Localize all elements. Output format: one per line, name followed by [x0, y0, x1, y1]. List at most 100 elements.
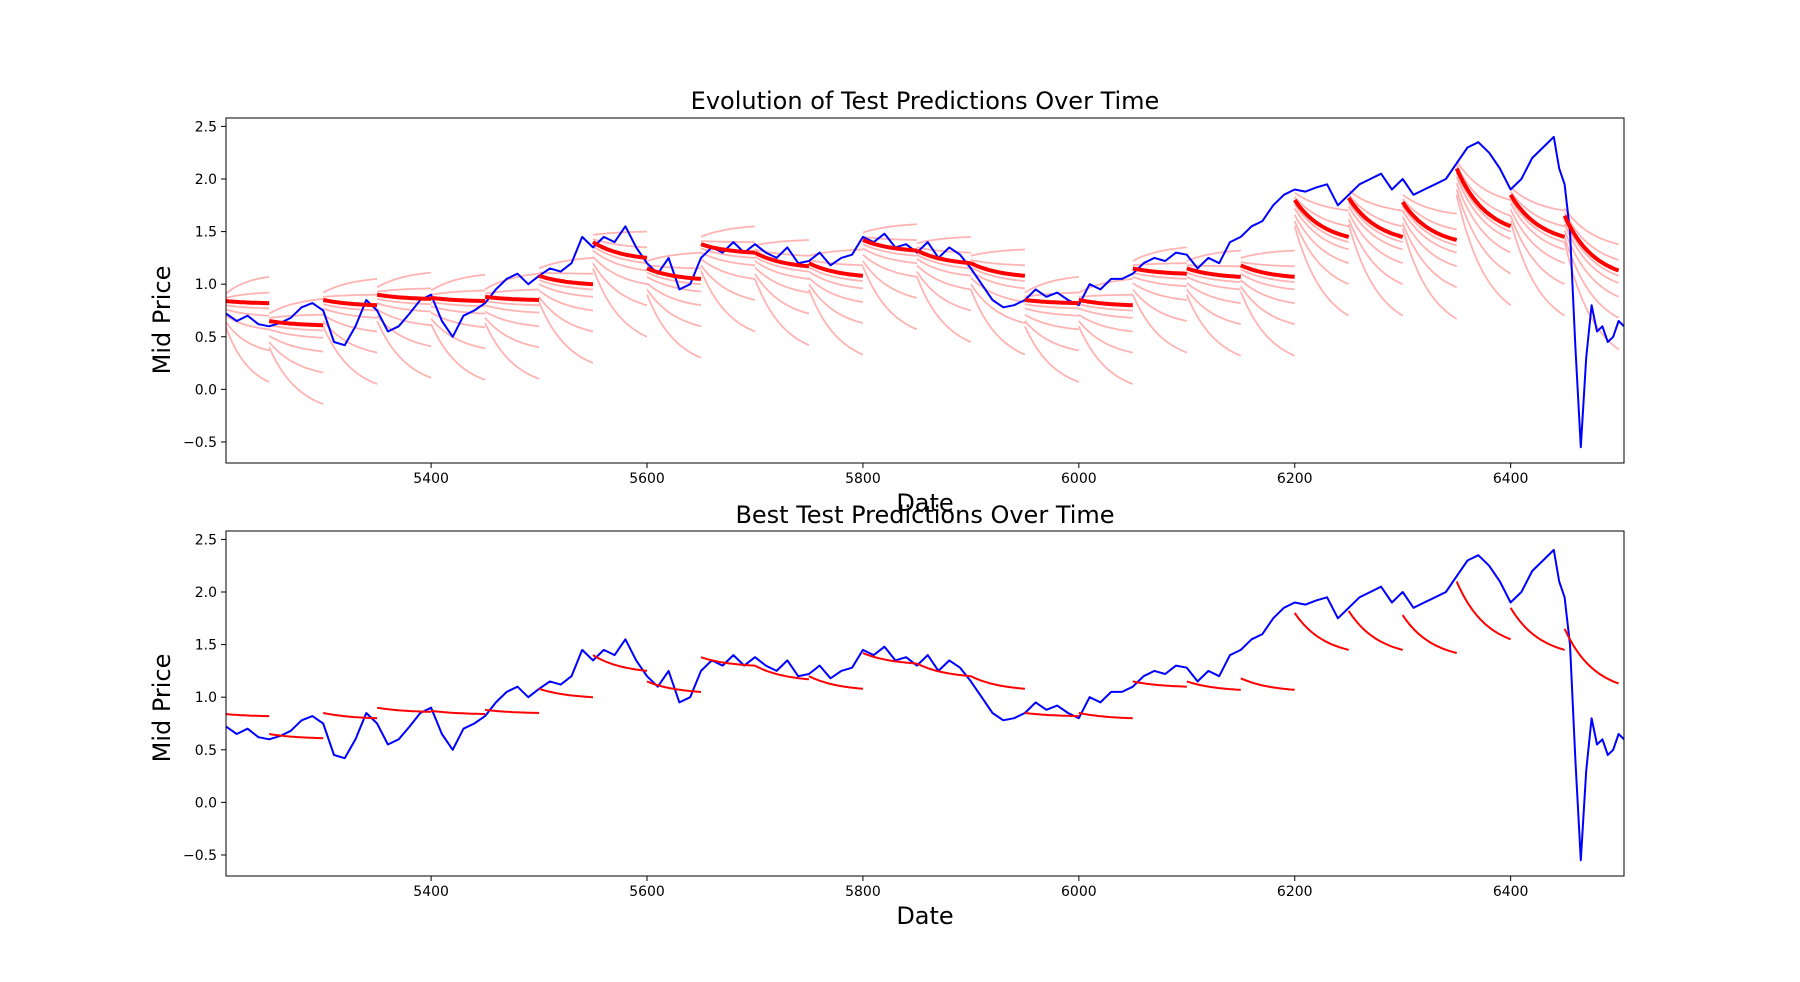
intermediate-prediction-line	[269, 313, 324, 319]
intermediate-prediction-line	[226, 308, 270, 317]
intermediate-prediction-line	[1024, 275, 1079, 294]
final-prediction-line	[916, 248, 972, 266]
intermediate-prediction-line	[808, 270, 864, 290]
intermediate-prediction-line	[646, 271, 702, 286]
final-prediction-line	[484, 294, 540, 302]
final-prediction-line	[700, 242, 756, 255]
final-prediction-line	[226, 299, 270, 306]
best-prediction-line	[700, 656, 756, 667]
intermediate-prediction-line	[376, 271, 432, 289]
intermediate-prediction-line	[538, 279, 594, 291]
intermediate-prediction-line	[484, 322, 540, 380]
intermediate-prediction-line	[1347, 212, 1403, 265]
intermediate-prediction-line	[970, 289, 1026, 356]
intermediate-prediction-line	[1563, 230, 1619, 298]
final-prediction-line	[808, 261, 864, 278]
intermediate-prediction-line	[592, 238, 648, 249]
best-prediction-line	[1509, 607, 1565, 651]
top-x-axis-label: Date	[896, 489, 953, 517]
intermediate-prediction-line	[484, 310, 540, 328]
intermediate-prediction-line	[1240, 272, 1295, 291]
top-y-tick-label: 1.0	[195, 277, 217, 293]
intermediate-prediction-line	[430, 323, 486, 381]
bottom-x-tick-label: 6200	[1277, 884, 1313, 900]
intermediate-prediction-line	[322, 325, 378, 385]
actual-mid-price-line	[226, 548, 1624, 862]
intermediate-prediction-line	[700, 247, 756, 259]
intermediate-prediction-line	[862, 223, 917, 234]
intermediate-prediction-line	[700, 270, 756, 333]
intermediate-prediction-line	[970, 266, 1025, 282]
best-prediction-line	[323, 712, 378, 720]
intermediate-prediction-line	[1239, 291, 1296, 357]
intermediate-prediction-line	[539, 271, 593, 275]
final-prediction-line	[1078, 298, 1133, 308]
intermediate-prediction-line	[646, 294, 702, 359]
final-prediction-line	[322, 298, 378, 308]
intermediate-prediction-line	[268, 341, 324, 374]
intermediate-prediction-line	[1563, 223, 1619, 284]
intermediate-prediction-line	[1132, 288, 1187, 322]
intermediate-prediction-line	[1294, 191, 1349, 212]
best-prediction-line	[1024, 712, 1079, 718]
intermediate-prediction-line	[1293, 214, 1350, 265]
final-prediction-line	[1239, 263, 1295, 279]
best-prediction-line	[1186, 680, 1241, 691]
top-axes-frame	[225, 117, 1625, 464]
intermediate-prediction-line	[970, 248, 1025, 257]
intermediate-prediction-line	[1563, 212, 1619, 261]
final-prediction-line	[376, 292, 432, 301]
final-prediction-line	[1508, 193, 1566, 239]
top-y-tick-label: 2.0	[195, 172, 217, 188]
intermediate-prediction-line	[1401, 216, 1457, 268]
intermediate-prediction-line	[484, 272, 540, 291]
final-prediction-line	[1454, 167, 1512, 229]
intermediate-prediction-line	[1131, 294, 1188, 354]
best-prediction-line	[226, 713, 270, 718]
intermediate-prediction-line	[1347, 218, 1404, 286]
bottom-x-axis-label: Date	[896, 902, 953, 930]
bottom-y-tick-label: −0.5	[183, 848, 217, 864]
final-prediction-line	[538, 273, 594, 287]
intermediate-prediction-line	[970, 259, 1025, 267]
intermediate-prediction-line	[322, 307, 378, 319]
bottom-y-tick-label: 0.0	[195, 795, 217, 811]
top-x-tick-label: 5400	[413, 471, 449, 487]
intermediate-prediction-line	[916, 271, 972, 312]
intermediate-prediction-line	[1240, 268, 1295, 283]
best-prediction-line	[1078, 712, 1133, 720]
intermediate-prediction-line	[484, 300, 540, 307]
intermediate-prediction-line	[592, 262, 648, 307]
intermediate-prediction-line	[808, 283, 864, 324]
intermediate-prediction-line	[1132, 282, 1187, 301]
bottom-ticks: 5400 5600 5800 6000 6200 6400 −0.5 0.0 0.5 1.0 1.5…	[183, 532, 1528, 900]
top-x-tick-label: 6000	[1061, 471, 1097, 487]
intermediate-prediction-line	[1402, 198, 1457, 231]
intermediate-prediction-line	[862, 254, 918, 278]
intermediate-prediction-line	[268, 328, 324, 339]
actual-mid-price-line	[226, 135, 1624, 449]
intermediate-prediction-line	[916, 258, 972, 277]
intermediate-prediction-line	[916, 246, 971, 254]
final-prediction-line	[1401, 200, 1458, 242]
intermediate-prediction-line	[754, 266, 810, 294]
best-prediction-line	[808, 675, 863, 690]
intermediate-prediction-line	[1186, 271, 1241, 283]
intermediate-prediction-line	[376, 298, 432, 306]
bottom-x-tick-label: 5400	[413, 884, 449, 900]
intermediate-prediction-line	[1132, 275, 1187, 288]
intermediate-prediction-line	[916, 236, 971, 245]
intermediate-prediction-line	[1240, 249, 1295, 259]
best-prediction-line	[862, 652, 917, 665]
best-prediction-line	[484, 708, 540, 714]
intermediate-prediction-line	[1401, 210, 1457, 254]
best-prediction-line	[646, 680, 702, 693]
intermediate-prediction-line	[592, 268, 648, 338]
top-y-tick-label: 2.5	[195, 119, 217, 135]
intermediate-prediction-line	[1024, 307, 1079, 317]
intermediate-prediction-line	[1455, 160, 1511, 201]
intermediate-prediction-line	[226, 291, 270, 299]
intermediate-prediction-line	[538, 301, 594, 364]
intermediate-prediction-line	[430, 301, 486, 308]
